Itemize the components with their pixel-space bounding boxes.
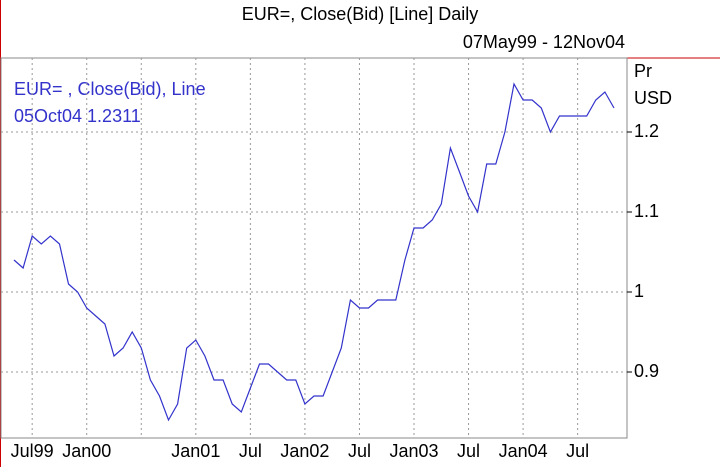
x-tick-label: Jul	[348, 441, 371, 461]
x-tick-label: Jan02	[280, 441, 329, 461]
y-axis-label: USD	[634, 88, 672, 108]
x-tick-label: Jan01	[171, 441, 220, 461]
y-tick-label: 1.1	[634, 201, 659, 221]
chart-subtitle: 07May99 - 12Nov04	[463, 32, 625, 52]
x-tick-label: Jul	[239, 441, 262, 461]
legend-entry: EUR= , Close(Bid), Line	[14, 79, 206, 99]
y-axis-label: Pr	[634, 61, 652, 81]
x-tick-label: Jan00	[62, 441, 111, 461]
y-tick-label: 1.2	[634, 121, 659, 141]
x-tick-label: Jul99	[11, 441, 54, 461]
x-tick-label: Jan04	[499, 441, 548, 461]
x-tick-label: Jan03	[389, 441, 438, 461]
x-tick-label: Jul	[457, 441, 480, 461]
chart-title: EUR=, Close(Bid) [Line] Daily	[242, 4, 479, 24]
price-line	[13, 82, 615, 422]
y-tick-label: 1	[634, 281, 644, 301]
legend-value: 05Oct04 1.2311	[14, 106, 141, 126]
plot-area	[0, 57, 628, 439]
y-tick-label: 0.9	[634, 361, 659, 381]
x-tick-label: Jul	[566, 441, 589, 461]
